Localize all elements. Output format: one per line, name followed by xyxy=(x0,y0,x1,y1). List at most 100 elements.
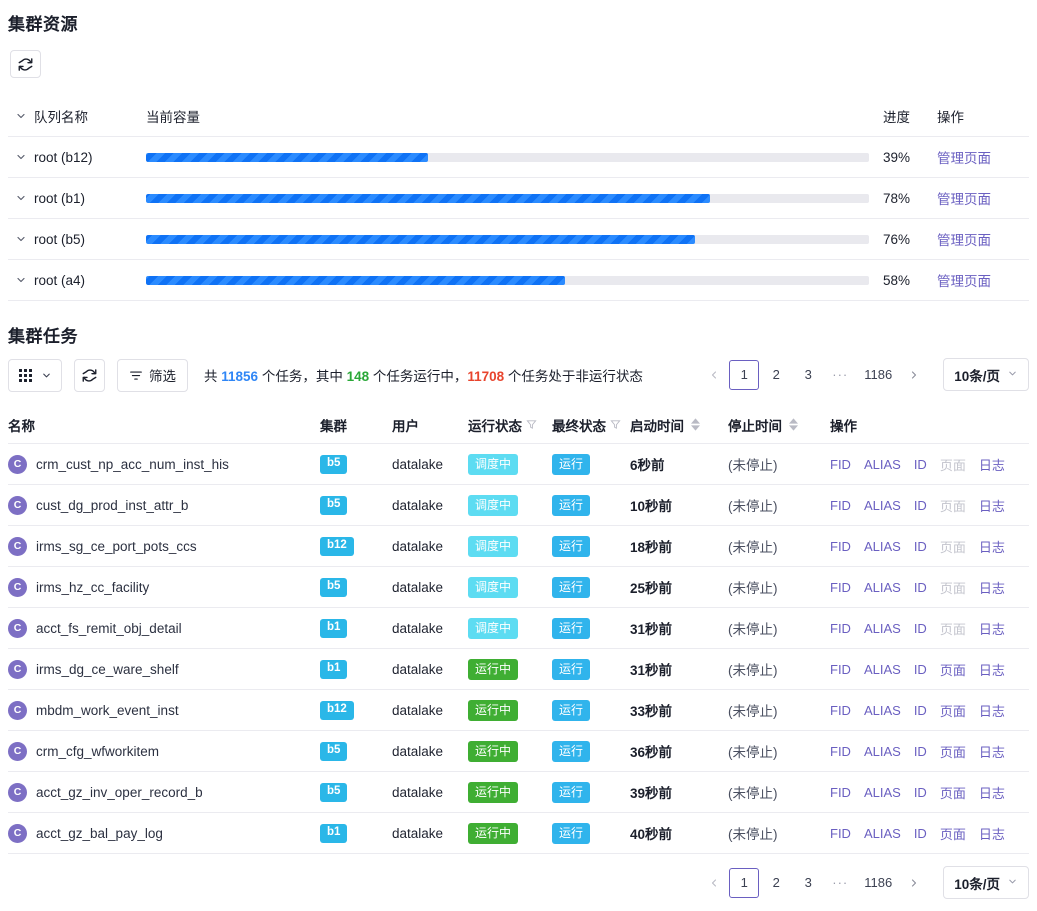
op-fid-link[interactable]: FID xyxy=(830,456,851,472)
manage-page-link[interactable]: 管理页面 xyxy=(937,233,991,248)
task-name[interactable]: irms_hz_cc_facility xyxy=(36,579,150,595)
pagination-page-2[interactable]: 2 xyxy=(772,367,780,382)
pagination-page-3[interactable]: 3 xyxy=(804,367,812,382)
op-alias-link[interactable]: ALIAS xyxy=(863,456,901,472)
filter-button[interactable]: 筛选 xyxy=(117,358,188,392)
page-size-select[interactable]: 10条/页 xyxy=(943,358,1029,391)
resource-row-expand-caret[interactable] xyxy=(8,192,34,204)
op-fid-link[interactable]: FID xyxy=(830,661,851,677)
op-log-link[interactable]: 日志 xyxy=(978,703,1005,719)
resource-row-expand-caret[interactable] xyxy=(8,274,34,286)
task-name[interactable]: irms_sg_ce_port_pots_ccs xyxy=(36,538,197,554)
pagination-page-1[interactable]: 1 xyxy=(729,867,760,898)
op-alias-link[interactable]: ALIAS xyxy=(863,702,901,718)
op-alias-link[interactable]: ALIAS xyxy=(863,661,901,677)
task-header-run-status: 运行状态 xyxy=(468,415,552,435)
pagination-prev-button[interactable] xyxy=(701,868,727,898)
op-alias-link[interactable]: ALIAS xyxy=(863,497,901,513)
resource-row-capacity-bar xyxy=(146,275,883,285)
op-id-link[interactable]: ID xyxy=(913,784,927,800)
op-alias-link[interactable]: ALIAS xyxy=(863,784,901,800)
op-page-link[interactable]: 页面 xyxy=(939,744,966,760)
op-fid-link[interactable]: FID xyxy=(830,579,851,595)
op-id-link[interactable]: ID xyxy=(913,579,927,595)
task-header-name: 名称 xyxy=(8,418,35,434)
resource-collapse-all-caret[interactable] xyxy=(8,110,34,122)
progress-fill xyxy=(146,275,566,285)
manage-page-link[interactable]: 管理页面 xyxy=(937,151,991,166)
run-status-badge: 运行中 xyxy=(468,781,519,803)
op-log-link[interactable]: 日志 xyxy=(978,785,1005,801)
op-id-link[interactable]: ID xyxy=(913,456,927,472)
op-id-link[interactable]: ID xyxy=(913,743,927,759)
resource-row-expand-caret[interactable] xyxy=(8,233,34,245)
op-alias-link[interactable]: ALIAS xyxy=(863,579,901,595)
op-id-link[interactable]: ID xyxy=(913,538,927,554)
op-fid-link[interactable]: FID xyxy=(830,743,851,759)
op-log-link[interactable]: 日志 xyxy=(978,580,1005,596)
pagination-page-2[interactable]: 2 xyxy=(772,875,780,890)
task-name[interactable]: acct_gz_bal_pay_log xyxy=(36,825,163,841)
op-page-link: 页面 xyxy=(939,457,966,473)
progress-fill xyxy=(146,152,428,162)
op-fid-link[interactable]: FID xyxy=(830,620,851,636)
op-alias-link[interactable]: ALIAS xyxy=(863,743,901,759)
task-refresh-button[interactable] xyxy=(74,358,105,392)
op-log-link[interactable]: 日志 xyxy=(978,539,1005,555)
manage-page-link[interactable]: 管理页面 xyxy=(937,274,991,289)
view-toggle-button[interactable] xyxy=(8,358,62,392)
op-page-link[interactable]: 页面 xyxy=(939,785,966,801)
op-alias-link[interactable]: ALIAS xyxy=(863,825,901,841)
pagination-page-1[interactable]: 1 xyxy=(729,359,760,390)
task-name[interactable]: crm_cust_np_acc_num_inst_his xyxy=(36,456,229,472)
op-fid-link[interactable]: FID xyxy=(830,497,851,513)
op-id-link[interactable]: ID xyxy=(913,702,927,718)
op-fid-link[interactable]: FID xyxy=(830,702,851,718)
pagination-page-3[interactable]: 3 xyxy=(804,875,812,890)
pagination-last-page[interactable]: 1186 xyxy=(864,875,893,890)
op-fid-link[interactable]: FID xyxy=(830,825,851,841)
op-id-link[interactable]: ID xyxy=(913,497,927,513)
op-id-link[interactable]: ID xyxy=(913,620,927,636)
page-size-label: 10条/页 xyxy=(954,368,1000,384)
pagination-last-page[interactable]: 1186 xyxy=(864,367,893,382)
task-name[interactable]: cust_dg_prod_inst_attr_b xyxy=(36,497,189,513)
manage-page-link[interactable]: 管理页面 xyxy=(937,192,991,207)
task-name[interactable]: crm_cfg_wfworkitem xyxy=(36,743,160,759)
resource-refresh-button[interactable] xyxy=(10,50,41,78)
filter-icon[interactable] xyxy=(610,419,621,430)
op-log-link[interactable]: 日志 xyxy=(978,621,1005,637)
op-log-link[interactable]: 日志 xyxy=(978,744,1005,760)
task-header-cluster: 集群 xyxy=(320,418,347,434)
pagination-prev-button[interactable] xyxy=(701,360,727,390)
op-page-link[interactable]: 页面 xyxy=(939,662,966,678)
task-name[interactable]: acct_gz_inv_oper_record_b xyxy=(36,784,203,800)
op-alias-link[interactable]: ALIAS xyxy=(863,620,901,636)
resource-row-capacity-bar xyxy=(146,193,883,203)
op-log-link[interactable]: 日志 xyxy=(978,457,1005,473)
task-ops-cell: FID ALIAS ID 页面 日志 xyxy=(830,578,1029,597)
op-log-link[interactable]: 日志 xyxy=(978,662,1005,678)
op-alias-link[interactable]: ALIAS xyxy=(863,538,901,554)
op-id-link[interactable]: ID xyxy=(913,661,927,677)
task-name[interactable]: mbdm_work_event_inst xyxy=(36,702,179,718)
resource-row-expand-caret[interactable] xyxy=(8,151,34,163)
op-fid-link[interactable]: FID xyxy=(830,538,851,554)
pagination-next-button[interactable] xyxy=(901,868,927,898)
sort-icon[interactable] xyxy=(789,418,798,431)
op-log-link[interactable]: 日志 xyxy=(978,826,1005,842)
op-fid-link[interactable]: FID xyxy=(830,784,851,800)
op-id-link[interactable]: ID xyxy=(913,825,927,841)
op-log-link[interactable]: 日志 xyxy=(978,498,1005,514)
pagination-next-button[interactable] xyxy=(901,360,927,390)
resource-row-name: root (b5) xyxy=(34,231,86,247)
sort-icon[interactable] xyxy=(691,418,700,431)
op-page-link[interactable]: 页面 xyxy=(939,703,966,719)
task-name[interactable]: acct_fs_remit_obj_detail xyxy=(36,620,182,636)
task-name[interactable]: irms_dg_ce_ware_shelf xyxy=(36,661,179,677)
page-size-select[interactable]: 10条/页 xyxy=(943,866,1029,899)
op-page-link[interactable]: 页面 xyxy=(939,826,966,842)
filter-icon[interactable] xyxy=(526,419,537,430)
